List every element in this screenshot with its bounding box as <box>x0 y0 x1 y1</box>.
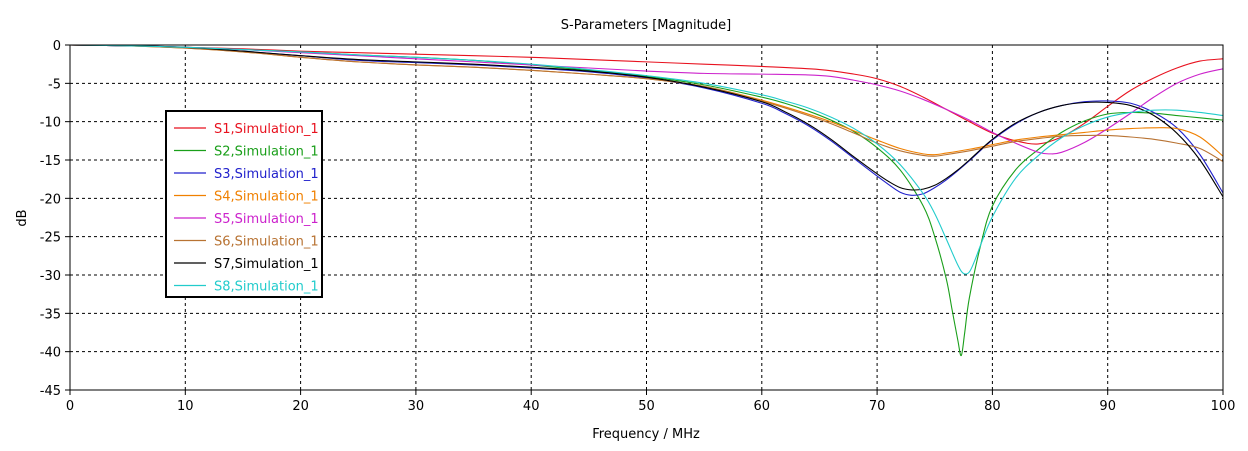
x-tick-label: 70 <box>869 399 886 414</box>
y-tick-label: -45 <box>40 384 61 399</box>
y-tick-label: -35 <box>40 307 61 322</box>
chart-title: S-Parameters [Magnitude] <box>561 18 732 33</box>
x-tick-label: 90 <box>1099 399 1116 414</box>
axis-ticks: 0 10 20 30 40 50 60 70 80 90 100 0 -5 -10 -15 -20 -25 -30… <box>40 39 1236 414</box>
x-tick-label: 60 <box>754 399 771 414</box>
plot-frame <box>69 44 1224 391</box>
legend-label-s8: S8,Simulation_1 <box>214 280 319 295</box>
legend-label-s5: S5,Simulation_1 <box>214 212 319 227</box>
series-line-s6 <box>70 45 1223 163</box>
x-tick-label: 10 <box>177 399 194 414</box>
x-tick-label: 0 <box>66 399 74 414</box>
x-tick-label: 50 <box>638 399 655 414</box>
y-tick-label: -5 <box>48 77 61 92</box>
series-line-s8 <box>70 45 1223 275</box>
x-axis-label: Frequency / MHz <box>592 427 700 442</box>
series-line-s1 <box>70 45 1223 145</box>
legend-box <box>165 110 323 298</box>
legend-label-s7: S7,Simulation_1 <box>214 257 319 272</box>
y-tick-label: -15 <box>40 154 61 169</box>
x-tick-label: 40 <box>523 399 540 414</box>
y-tick-label: -20 <box>40 192 61 207</box>
y-tick-label: -10 <box>40 116 61 131</box>
y-tick-label: 0 <box>53 39 61 54</box>
series-line-s7 <box>70 45 1223 198</box>
legend-label-s6: S6,Simulation_1 <box>214 235 319 250</box>
series-line-s5 <box>70 45 1223 155</box>
x-tick-label: 80 <box>984 399 1001 414</box>
y-tick-label: -25 <box>40 231 61 246</box>
legend-label-s3: S3,Simulation_1 <box>214 167 319 182</box>
x-tick-label: 100 <box>1211 399 1236 414</box>
y-tick-label: -40 <box>40 346 61 361</box>
legend-label-s4: S4,Simulation_1 <box>214 190 319 205</box>
x-tick-label: 20 <box>292 399 309 414</box>
series-line-s3 <box>70 45 1223 196</box>
legend: S1,Simulation_1 S2,Simulation_1 S3,Simulat… <box>165 110 323 298</box>
plot-series <box>70 45 1223 357</box>
y-axis-label: dB <box>15 209 30 226</box>
y-tick-label: -30 <box>40 269 61 284</box>
x-tick-label: 30 <box>408 399 425 414</box>
legend-label-s2: S2,Simulation_1 <box>214 145 319 160</box>
legend-label-s1: S1,Simulation_1 <box>214 122 319 137</box>
